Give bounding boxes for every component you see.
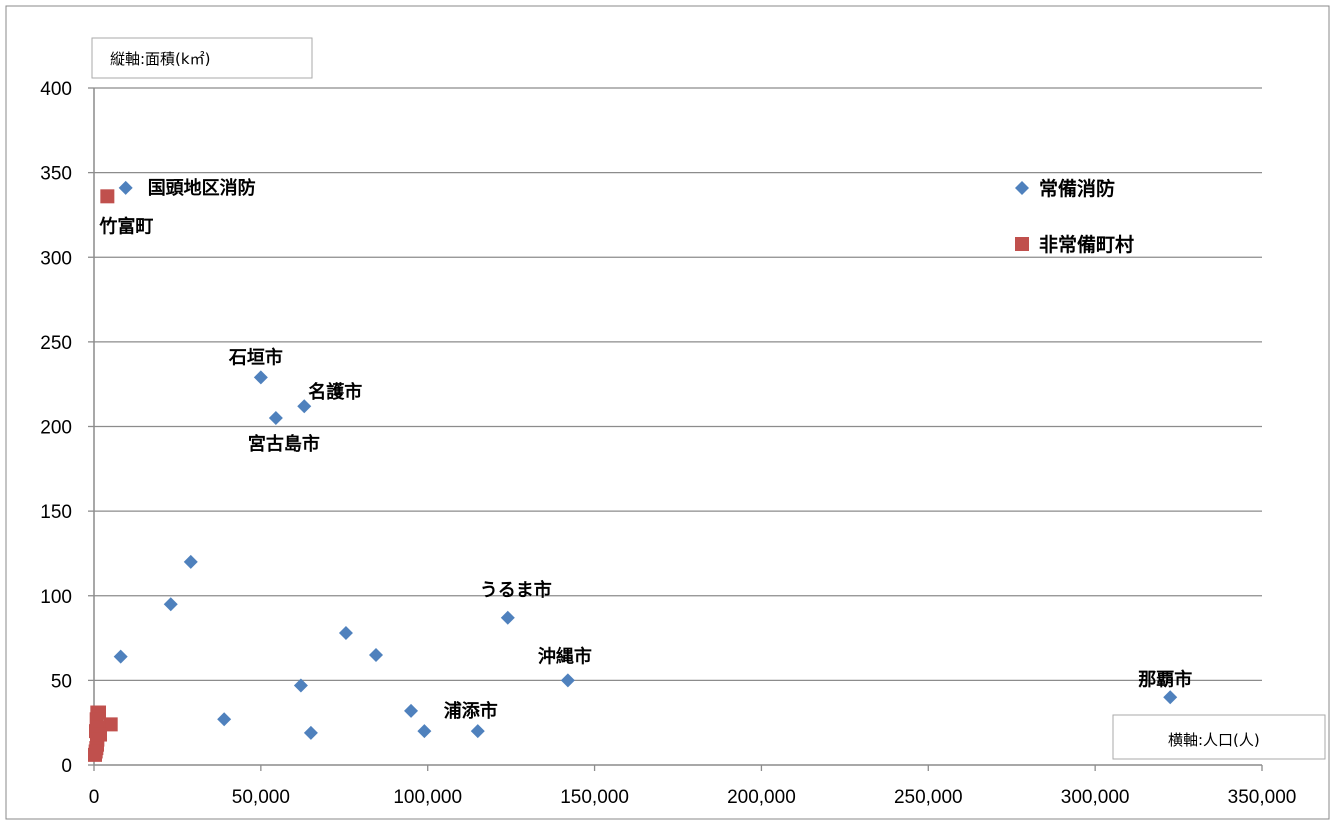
y-tick-label: 0 xyxy=(61,756,72,777)
chart-frame xyxy=(5,5,1330,820)
point-label: 宮古島市 xyxy=(248,433,320,455)
data-point-regular xyxy=(560,673,575,688)
y-tick-label: 50 xyxy=(51,671,72,692)
x-tick-label: 300,000 xyxy=(1061,787,1130,808)
data-point-regular xyxy=(268,411,283,426)
y-tick-label: 200 xyxy=(40,418,72,439)
data-point-regular xyxy=(470,724,485,739)
y-tick-label: 100 xyxy=(40,587,72,608)
y-tick-label: 400 xyxy=(40,79,72,100)
x-tick-label: 50,000 xyxy=(232,787,290,808)
legend-item-nonregular: 非常備町村 xyxy=(1015,233,1134,256)
point-label: 浦添市 xyxy=(444,700,498,722)
data-point-regular xyxy=(113,649,128,664)
x-tick-label: 350,000 xyxy=(1228,787,1297,808)
data-point-regular xyxy=(293,678,308,693)
data-point-regular xyxy=(417,724,432,739)
y-tick-labels: 0 50 100 150 200 250 300 350 400 xyxy=(40,79,94,777)
y-axis-title-box: 縦軸:面積(k㎡) xyxy=(91,37,313,79)
data-point-nonregular xyxy=(88,747,103,762)
data-point-regular xyxy=(118,180,133,195)
y-tick-label: 300 xyxy=(40,248,72,269)
y-tick-label: 350 xyxy=(40,164,72,185)
data-point-nonregular xyxy=(103,717,118,732)
legend-square-marker xyxy=(1015,237,1029,251)
y-tick-label: 150 xyxy=(40,502,72,523)
x-tick-label: 200,000 xyxy=(727,787,796,808)
x-axis-title: 横軸:人口(人) xyxy=(1168,731,1260,749)
legend-item-regular: 常備消防 xyxy=(1015,177,1115,200)
data-point-regular xyxy=(368,647,383,662)
data-point-regular xyxy=(338,625,353,640)
data-point-regular xyxy=(163,597,178,612)
y-tick-label: 250 xyxy=(40,333,72,354)
point-label: 国頭地区消防 xyxy=(148,177,256,199)
data-point-regular xyxy=(297,399,312,414)
data-point-regular xyxy=(303,725,318,740)
data-point-regular xyxy=(500,610,515,625)
gridlines xyxy=(94,87,1262,682)
point-label: 沖縄市 xyxy=(538,645,592,667)
data-point-regular xyxy=(404,703,419,718)
data-points xyxy=(88,180,1178,762)
legend: 常備消防 非常備町村 xyxy=(1015,177,1134,256)
x-tick-label: 250,000 xyxy=(894,787,963,808)
x-tick-label: 100,000 xyxy=(393,787,462,808)
data-point-regular xyxy=(1163,690,1178,705)
x-tick-label: 150,000 xyxy=(560,787,629,808)
y-axis-title: 縦軸:面積(k㎡) xyxy=(110,50,210,68)
legend-diamond-marker xyxy=(1015,181,1029,195)
data-point-regular xyxy=(253,370,268,385)
x-tick-label: 0 xyxy=(89,787,100,808)
point-label: 那覇市 xyxy=(1138,668,1192,690)
legend-label-regular: 常備消防 xyxy=(1039,177,1115,200)
legend-label-nonregular: 非常備町村 xyxy=(1039,233,1134,256)
data-point-nonregular xyxy=(100,189,115,204)
point-label: うるま市 xyxy=(480,579,552,601)
point-label: 名護市 xyxy=(308,381,362,403)
point-label: 竹富町 xyxy=(98,215,153,237)
data-point-regular xyxy=(183,554,198,569)
x-tick-labels: 0 50,000 100,000 150,000 200,000 250,000 300,0… xyxy=(89,765,1297,808)
point-label: 石垣市 xyxy=(228,346,283,368)
data-point-regular xyxy=(217,712,232,727)
x-axis-title-box: 横軸:人口(人) xyxy=(1112,714,1326,760)
